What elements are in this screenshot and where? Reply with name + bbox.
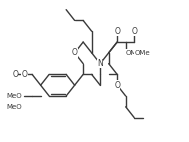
Text: O: O <box>131 27 137 36</box>
Text: MeO: MeO <box>7 104 22 110</box>
Text: O: O <box>12 70 18 79</box>
Text: O: O <box>114 81 120 90</box>
Text: OMe: OMe <box>126 50 141 56</box>
Text: O: O <box>22 70 28 79</box>
Text: OMe: OMe <box>134 50 150 56</box>
Text: O: O <box>114 27 120 36</box>
Text: O: O <box>72 48 78 57</box>
Text: MeO: MeO <box>7 93 22 99</box>
Text: N: N <box>97 59 103 68</box>
